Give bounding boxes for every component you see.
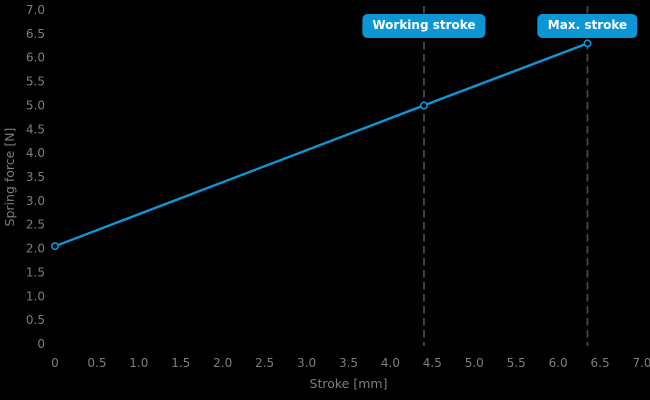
- x-tick-label: 2.5: [255, 356, 274, 370]
- series-layer: [50, 39, 592, 251]
- y-axis-tick-labels: 0 0.5 1.0 1.5 2.0 2.5 3.0 3.5 4.0 4.5 5.0 5.5 6.0 6.5…: [26, 3, 45, 351]
- x-tick-label: 3.0: [297, 356, 316, 370]
- y-tick-label: 0.5: [26, 313, 45, 327]
- y-tick-label: 6.0: [26, 51, 45, 65]
- y-tick-label: 1.0: [26, 289, 45, 303]
- x-tick-label: 6.5: [591, 356, 610, 370]
- x-tick-label: 3.5: [339, 356, 358, 370]
- x-axis-label: Stroke [mm]: [310, 376, 388, 391]
- x-tick-label: 1.5: [171, 356, 190, 370]
- y-tick-label: 7.0: [26, 3, 45, 17]
- x-tick-label: 0.5: [87, 356, 106, 370]
- y-tick-label: 6.5: [26, 27, 45, 41]
- data-point-marker: [419, 101, 428, 110]
- x-tick-label: 4.5: [423, 356, 442, 370]
- max-stroke-badge: Max. stroke: [537, 14, 638, 38]
- y-tick-label: 0: [37, 337, 45, 351]
- x-tick-label: 6.0: [549, 356, 568, 370]
- x-tick-label: 2.0: [213, 356, 232, 370]
- y-tick-label: 4.0: [26, 146, 45, 160]
- x-tick-label: 5.0: [465, 356, 484, 370]
- y-tick-label: 2.0: [26, 242, 45, 256]
- y-tick-label: 5.0: [26, 98, 45, 112]
- x-tick-label: 4.0: [381, 356, 400, 370]
- x-tick-label: 0: [51, 356, 59, 370]
- y-tick-label: 4.5: [26, 122, 45, 136]
- spring-characteristic-line: [53, 42, 589, 248]
- x-axis-tick-labels: 0 0.5 1.0 1.5 2.0 2.5 3.0 3.5 4.0 4.5 5.0 5.5 6.0 6.5…: [51, 356, 650, 370]
- y-tick-label: 3.0: [26, 194, 45, 208]
- y-tick-label: 2.5: [26, 218, 45, 232]
- y-tick-label: 5.5: [26, 75, 45, 89]
- data-point-marker: [583, 39, 592, 48]
- data-point-marker: [50, 242, 59, 251]
- y-axis-label: Spring force [N]: [2, 128, 17, 227]
- working-stroke-badge: Working stroke: [362, 14, 486, 38]
- annotation-dashed-lines: [423, 6, 589, 346]
- y-tick-label: 3.5: [26, 170, 45, 184]
- x-tick-label: 7.0: [632, 356, 650, 370]
- x-tick-label: 1.0: [129, 356, 148, 370]
- y-tick-label: 1.5: [26, 265, 45, 279]
- x-tick-label: 5.5: [507, 356, 526, 370]
